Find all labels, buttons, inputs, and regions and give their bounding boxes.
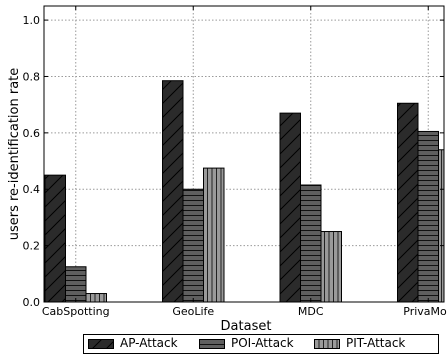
bars-group xyxy=(44,80,444,302)
y-tick-label: 0.6 xyxy=(23,127,41,140)
bar-ap-attack-geolife xyxy=(162,80,184,302)
y-axis-label: users re-identification rate xyxy=(7,68,22,241)
bar-poi-attack-geolife xyxy=(182,188,204,302)
legend-label-ap-attack: AP-Attack xyxy=(120,336,178,350)
legend-swatch-poi-attack xyxy=(199,339,225,349)
plot-frame xyxy=(43,5,445,303)
bar-poi-attack-mdc xyxy=(300,184,322,302)
bar-pit-attack-geolife xyxy=(203,167,225,302)
bar-ap-attack-privamov xyxy=(397,102,419,302)
axes: 0.0 0.2 0.4 0.6 0.8 1.0 CabSpotting GeoLife MDC P… xyxy=(23,5,447,318)
legend-swatch-ap-attack xyxy=(88,339,114,349)
bar-pit-attack-mdc xyxy=(320,231,342,302)
x-tick-label: GeoLife xyxy=(172,305,214,318)
bar-pit-attack-privamov xyxy=(438,149,444,302)
legend-swatch-pit-attack xyxy=(314,339,340,349)
y-tick-label: 0.4 xyxy=(23,183,41,196)
legend: AP-Attack POI-Attack PIT-Attack xyxy=(83,334,439,354)
y-tick-label: 0.8 xyxy=(23,70,41,83)
y-tick-label: 0.2 xyxy=(23,240,41,253)
bar-ap-attack-cabspotting xyxy=(44,174,66,302)
y-tick-label: 0.0 xyxy=(23,296,41,309)
bar-poi-attack-privamov xyxy=(417,130,439,302)
x-tick-label: CabSpotting xyxy=(42,305,110,318)
x-axis-label: Dataset xyxy=(221,319,272,334)
legend-label-poi-attack: POI-Attack xyxy=(231,336,294,350)
bar-ap-attack-mdc xyxy=(279,112,301,302)
x-tick-label: PrivaMov xyxy=(403,305,447,318)
y-tick-label: 1.0 xyxy=(23,14,41,27)
grid-lines xyxy=(44,6,444,303)
x-tick-label: MDC xyxy=(298,305,324,318)
bar-pit-attack-cabspotting xyxy=(85,293,107,302)
bar-poi-attack-cabspotting xyxy=(65,266,87,302)
legend-label-pit-attack: PIT-Attack xyxy=(346,336,406,350)
